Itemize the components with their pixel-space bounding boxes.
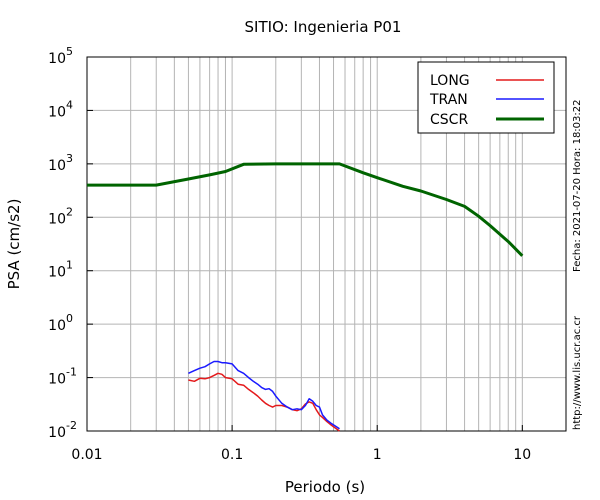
plot-frame: [86, 56, 567, 432]
y-tick-exponent: 3: [66, 152, 73, 165]
y-tick-exponent: 2: [66, 205, 73, 218]
y-tick-label: 10: [48, 211, 66, 227]
y-tick-label: 10: [48, 51, 66, 67]
series-line-tran: [188, 360, 340, 430]
x-tick-label: 10: [513, 447, 531, 463]
y-tick-exponent: 5: [66, 45, 73, 58]
y-tick-exponent: 4: [66, 98, 73, 111]
y-tick-label: 10: [48, 372, 66, 388]
y-tick-label: 10: [48, 425, 66, 441]
y-tick-exponent: -2: [66, 419, 77, 432]
x-axis-label: Periodo (s): [285, 478, 365, 496]
grid: [87, 57, 566, 431]
legend-box: [417, 61, 555, 134]
y-tick-label: 10: [48, 158, 66, 174]
legend-label-long: LONG: [430, 73, 470, 89]
y-tick-exponent: 1: [66, 259, 73, 272]
x-tick-label: 1: [373, 447, 382, 463]
chart-title: SITIO: Ingenieria P01: [245, 18, 402, 36]
y-tick-exponent: -1: [66, 366, 77, 379]
series-line-cscr: [87, 162, 524, 257]
x-tick-label: 0.1: [221, 447, 243, 463]
x-tick-label: 0.01: [71, 447, 102, 463]
y-tick-label: 10: [48, 318, 66, 334]
y-tick-label: 10: [48, 104, 66, 120]
legend: LONG TRAN CSCR: [417, 61, 555, 134]
x-axis: 0.01 0.1 1 10: [71, 425, 531, 463]
series-line-long: [188, 372, 340, 432]
legend-label-tran: TRAN: [429, 92, 468, 108]
y-tick-label: 10: [48, 265, 66, 281]
y-axis-label: PSA (cm/s2): [5, 199, 23, 290]
url-annotation: http://www.lis.ucr.ac.cr: [572, 315, 583, 430]
series-group: [87, 162, 524, 432]
y-tick-exponent: 0: [66, 312, 73, 325]
date-annotation: Fecha: 2021-07-20 Hora: 18:03:22: [572, 100, 583, 273]
legend-label-cscr: CSCR: [430, 112, 468, 128]
